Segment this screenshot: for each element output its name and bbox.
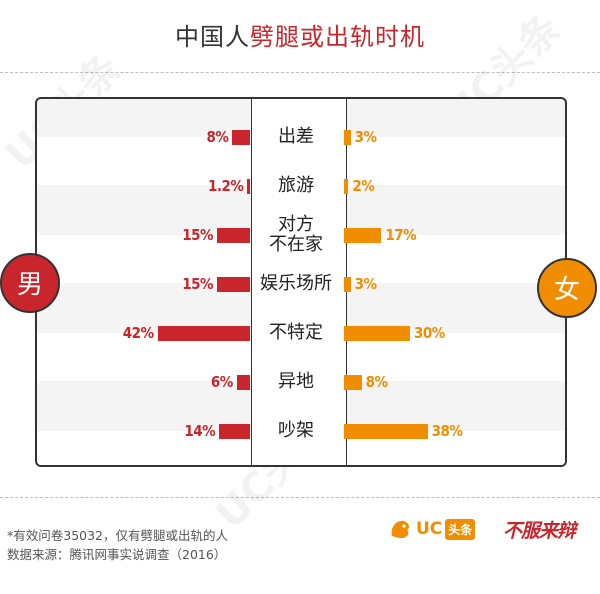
bar-female: [344, 277, 351, 292]
bar-female: [344, 228, 382, 243]
male-badge: 男: [0, 253, 60, 313]
value-label-male: 8%: [206, 128, 229, 146]
chart-title-highlight: 劈腿或出轨时机: [250, 23, 425, 51]
category-column: [251, 99, 347, 465]
category-label: 对方 不在家: [269, 214, 323, 255]
bar-male: [217, 277, 250, 292]
value-label-male: 15%: [182, 226, 213, 244]
category-label: 异地: [278, 371, 314, 392]
footnote-sample: *有效问卷35032，仅有劈腿或出轨的人: [7, 528, 229, 543]
value-label-female: 2%: [352, 177, 375, 195]
category-label: 吵架: [278, 420, 314, 441]
chart-panel: [35, 97, 567, 467]
bar-male: [247, 179, 250, 194]
value-label-male: 15%: [182, 275, 213, 293]
category-label: 不特定: [269, 322, 323, 343]
value-label-female: 30%: [414, 324, 445, 342]
chart-title: 中国人劈腿或出轨时机: [0, 17, 600, 52]
uc-logo-text: UC: [416, 519, 443, 539]
bar-female: [344, 375, 362, 390]
value-label-female: 17%: [385, 226, 417, 244]
chart-title-prefix: 中国人: [175, 23, 250, 51]
bar-male: [219, 424, 250, 439]
bar-male: [217, 228, 250, 243]
top-divider: [0, 72, 600, 73]
footnote-source: 数据来源：腾讯网事实说调查（2016）: [7, 547, 227, 562]
bar-female: [344, 130, 351, 145]
value-label-female: 3%: [354, 128, 377, 146]
value-label-male: 14%: [184, 422, 216, 440]
squirrel-icon: [391, 520, 410, 538]
uc-toutiao-logo: UC 头条: [388, 514, 476, 544]
bar-male: [232, 130, 250, 145]
bar-female: [344, 326, 410, 341]
bottom-divider: [0, 497, 600, 498]
bar-male: [236, 375, 250, 390]
value-label-female: 38%: [431, 422, 463, 440]
value-label-female: 8%: [365, 373, 388, 391]
value-label-male: 42%: [122, 324, 154, 342]
bar-male: [157, 326, 250, 341]
category-label: 娱乐场所: [260, 273, 332, 294]
value-label-female: 3%: [354, 275, 377, 293]
category-label: 旅游: [278, 175, 314, 196]
uc-logo-badge: 头条: [445, 518, 476, 540]
bar-female: [344, 424, 428, 439]
bufulaibian-logo: 不服来辩: [503, 520, 576, 542]
chart-plot: 出差 8% 3% 旅游 1.2% 2% 对方 不在家 15% 17% 娱乐场所 15% 3% 不特定 42%…: [35, 97, 567, 467]
value-label-male: 1.2%: [207, 177, 244, 195]
value-label-male: 6%: [210, 373, 233, 391]
female-badge: 女: [537, 258, 597, 318]
bar-female: [344, 179, 349, 194]
category-label: 出差: [278, 126, 314, 147]
